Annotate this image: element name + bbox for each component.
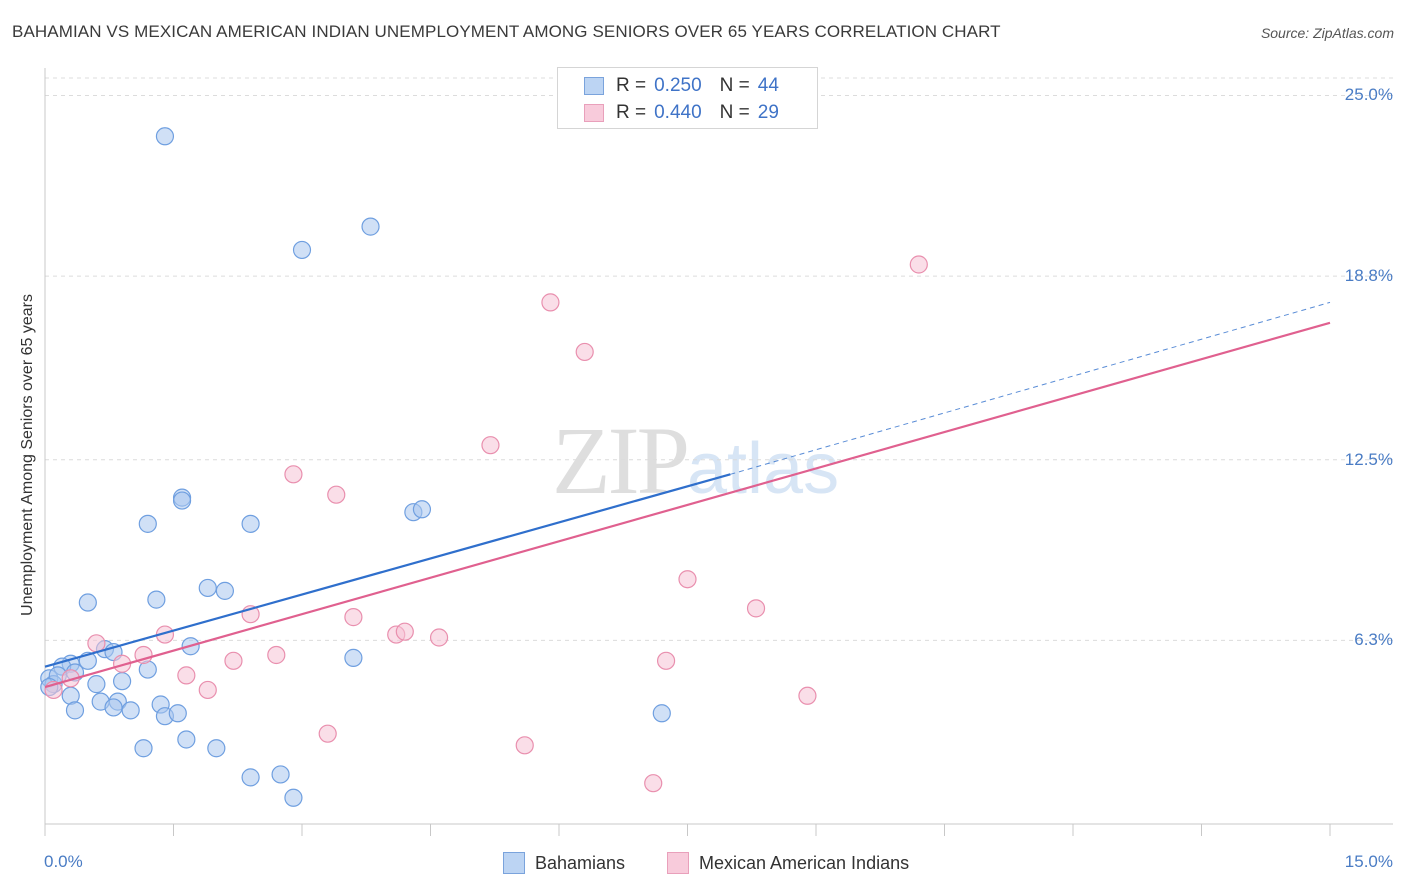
mexican-american-indians-point-19: [656, 651, 676, 670]
legend-label-bahamians: Bahamians: [535, 852, 626, 873]
bahamians-point-36: [177, 730, 196, 749]
mexican-american-indians-point-14: [429, 628, 449, 647]
bahamians-point-25: [112, 672, 132, 691]
bahamians-point-38: [207, 739, 226, 758]
mexican-american-indians-point-2: [541, 293, 560, 312]
bahamians-point-40: [271, 765, 290, 784]
r-label: R =: [616, 75, 647, 96]
mexican-american-indians-point-8: [746, 599, 766, 618]
stats-legend-row-mexican-american-indians: R = 0.440 N = 29: [584, 100, 779, 126]
legend-item-bahamians[interactable]: Bahamians: [503, 852, 625, 874]
bahamians-point-12: [215, 581, 234, 600]
mexican-american-indians-point-28: [644, 774, 663, 793]
mexican-american-indians-point-22: [198, 680, 217, 700]
mexican-american-indians-point-27: [515, 736, 534, 755]
bahamians-point-2: [292, 240, 312, 260]
r-label: R =: [616, 102, 647, 123]
x-tick-label-max: 15.0%: [1344, 852, 1393, 871]
mexican-american-indians-point-3: [575, 342, 594, 362]
chart-title: BAHAMIAN VS MEXICAN AMERICAN INDIAN UNEM…: [12, 22, 1001, 41]
bahamians-point-6: [412, 500, 432, 519]
n-label: N =: [719, 75, 750, 96]
mexican-american-indians-swatch: [584, 104, 604, 122]
bahamians-point-7: [138, 514, 157, 533]
legend-swatch-bahamians: [503, 852, 525, 874]
bahamians-point-24: [87, 675, 106, 694]
bahamians-point-37: [134, 739, 153, 758]
mexican-american-indians-n-value: 29: [757, 102, 779, 123]
bahamians-point-10: [147, 590, 166, 609]
mexican-american-indians-point-10: [344, 608, 363, 627]
bahamians-point-35: [652, 704, 671, 723]
bahamians-point-30: [121, 701, 140, 720]
y-tick-label-2: 12.5%: [1344, 449, 1393, 469]
legend-item-mexican-american-indians[interactable]: Mexican American Indians: [667, 852, 909, 874]
legend-swatch-mexican-american-indians: [667, 852, 689, 874]
bahamians-point-0: [155, 127, 175, 146]
bahamians-point-1: [361, 217, 380, 236]
y-tick-label-0: 25.0%: [1344, 85, 1393, 105]
bahamians-point-21: [344, 648, 363, 667]
stats-legend-row-bahamians: R = 0.250 N = 44: [584, 73, 779, 99]
mexican-american-indians-point-15: [87, 634, 106, 653]
bahamians-point-32: [65, 701, 85, 720]
bahamians-point-9: [78, 593, 97, 612]
bahamians-point-8: [241, 514, 260, 533]
bahamians-r-value: 0.250: [654, 75, 702, 96]
x-tick-label-min: 0.0%: [44, 852, 83, 871]
bahamians-trend-extension: [730, 301, 1331, 475]
mexican-american-indians-r-value: 0.440: [654, 102, 702, 123]
watermark-zip: ZIP: [552, 407, 690, 514]
legend-label-mexican-american-indians: Mexican American Indians: [699, 852, 910, 873]
mexican-american-indians-point-17: [267, 645, 286, 665]
n-label: N =: [719, 102, 750, 123]
stats-legend: R = 0.250 N = 44 R = 0.440 N = 29: [557, 67, 818, 129]
mexican-american-indians-point-6: [327, 485, 346, 504]
mexican-american-indians-point-5: [284, 465, 303, 484]
series-legend: Bahamians Mexican American Indians: [0, 852, 1406, 878]
bahamians-point-4: [172, 491, 192, 510]
mexican-american-indians-point-1: [909, 255, 928, 274]
mexican-american-indians-point-21: [177, 666, 196, 685]
mexican-american-indians-point-4: [481, 436, 500, 455]
y-tick-label-3: 6.3%: [1354, 630, 1393, 650]
bahamians-point-41: [284, 788, 303, 807]
bahamians-point-34: [168, 704, 187, 723]
mexican-american-indians-point-7: [678, 570, 697, 589]
bahamians-n-value: 44: [757, 75, 779, 96]
mexican-american-indians-point-13: [395, 622, 414, 641]
bahamians-swatch: [584, 77, 604, 95]
bahamians-point-11: [198, 578, 217, 598]
mexican-american-indians-point-18: [224, 651, 243, 670]
mexican-american-indians-point-23: [798, 686, 817, 705]
bahamians-trend-line: [44, 473, 731, 668]
bahamians-point-39: [241, 768, 260, 787]
mexican-american-indians-trend-line: [44, 321, 1331, 689]
mexican-american-indians-point-26: [318, 724, 337, 743]
chart-source: Source: ZipAtlas.com: [1260, 25, 1394, 41]
bahamians-point-29: [104, 698, 123, 717]
y-tick-label-1: 18.8%: [1344, 266, 1393, 286]
